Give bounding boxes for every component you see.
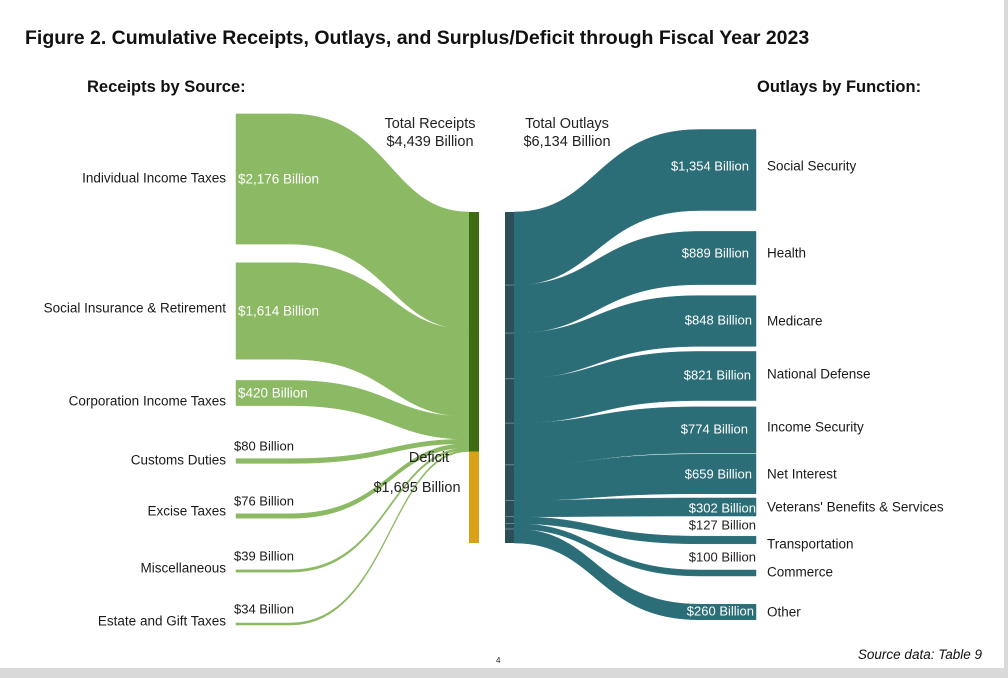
outlay-value-medicare: $848 Billion <box>685 312 752 327</box>
receipt-value-corporation-income-taxes: $420 Billion <box>238 386 308 401</box>
receipt-label-customs-duties: Customs Duties <box>131 453 227 468</box>
receipt-value-miscellaneous: $39 Billion <box>234 548 294 563</box>
outlay-label-health: Health <box>767 246 806 261</box>
outlay-label-other: Other <box>767 605 801 620</box>
outlay-value-income-security: $774 Billion <box>681 421 748 436</box>
outlay-flow-health <box>513 231 757 334</box>
outlay-label-national-defense: National Defense <box>767 367 871 382</box>
outlay-flow-national-defense <box>513 351 757 424</box>
outlay-label-income-security: Income Security <box>767 420 864 435</box>
receipt-label-social-insurance-retirement: Social Insurance & Retirement <box>44 301 227 316</box>
outlay-value-national-defense: $821 Billion <box>684 367 751 382</box>
total-receipts-label: Total Receipts <box>384 116 476 132</box>
outlay-value-net-interest: $659 Billion <box>685 466 752 481</box>
outlays-total-bar <box>505 212 514 543</box>
outlay-value-health: $889 Billion <box>682 245 749 260</box>
total-receipts: Total Receipts $4,439 Billion <box>360 115 500 151</box>
total-outlays: Total Outlays $6,134 Billion <box>497 115 637 151</box>
receipt-value-social-insurance-retirement: $1,614 Billion <box>238 304 319 319</box>
outlay-value-other: $260 Billion <box>687 603 754 618</box>
outlays-heading: Outlays by Function: <box>757 78 922 96</box>
page-number: 4 <box>496 656 501 665</box>
figure-title: Figure 2. Cumulative Receipts, Outlays, … <box>25 27 810 49</box>
receipts-heading: Receipts by Source: <box>87 78 246 96</box>
outlay-flow-medicare <box>513 295 757 380</box>
outlay-value-transportation: $127 Billion <box>689 517 756 532</box>
total-outlays-value: $6,134 Billion <box>523 134 611 150</box>
source-note: Source data: Table 9 <box>857 647 982 662</box>
total-outlays-label: Total Outlays <box>525 116 609 132</box>
outlay-flow-commerce <box>513 523 757 577</box>
receipt-label-excise-taxes: Excise Taxes <box>147 504 226 519</box>
receipt-value-customs-duties: $80 Billion <box>234 438 294 453</box>
receipt-value-excise-taxes: $76 Billion <box>234 493 294 508</box>
receipt-value-estate-and-gift-taxes: $34 Billion <box>234 601 294 616</box>
total-receipts-value: $4,439 Billion <box>386 134 474 150</box>
outlay-label-social-security: Social Security <box>767 159 857 174</box>
outlay-label-transportation: Transportation <box>767 537 854 552</box>
receipt-label-individual-income-taxes: Individual Income Taxes <box>82 171 226 186</box>
receipt-label-miscellaneous: Miscellaneous <box>140 561 226 576</box>
outlay-label-veterans-benefits-services: Veterans' Benefits & Services <box>767 500 944 515</box>
outlay-flow-net-interest <box>513 454 757 501</box>
outlay-flow-transportation <box>513 516 757 545</box>
deficit-value: $1,695 Billion <box>373 480 460 496</box>
outlay-flow-social-security <box>513 129 757 286</box>
receipt-flow-estate-and-gift-taxes <box>235 449 470 626</box>
outlay-value-veterans-benefits-services: $302 Billion <box>689 500 756 515</box>
receipt-value-individual-income-taxes: $2,176 Billion <box>238 172 319 187</box>
deficit-label: Deficit <box>409 450 449 466</box>
outlay-flow-other <box>513 528 757 621</box>
receipt-label-estate-and-gift-taxes: Estate and Gift Taxes <box>98 614 226 629</box>
outlay-flow-veterans-benefits-services <box>513 497 757 517</box>
outlay-value-social-security: $1,354 Billion <box>671 158 749 173</box>
outlay-label-net-interest: Net Interest <box>767 467 837 482</box>
receipts-total-bar <box>469 212 479 452</box>
receipt-label-corporation-income-taxes: Corporation Income Taxes <box>69 394 227 409</box>
outlay-value-commerce: $100 Billion <box>689 549 756 564</box>
deficit-bar <box>469 451 479 543</box>
outlay-label-commerce: Commerce <box>767 565 833 580</box>
outlay-label-medicare: Medicare <box>767 314 823 329</box>
